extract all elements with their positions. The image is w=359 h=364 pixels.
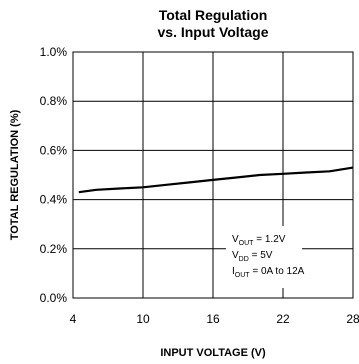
y-tick-label-0: 0.0%: [40, 291, 68, 305]
annotation-rest-1: = 5V: [249, 250, 273, 261]
y-tick-label-1: 0.2%: [40, 242, 68, 256]
y-tick-label-2: 0.4%: [40, 193, 68, 207]
y-tick-label-3: 0.6%: [40, 143, 68, 157]
annotation-rest-2: = 0A to 12A: [250, 266, 305, 277]
y-axis-title: TOTAL REGULATION (%): [9, 109, 21, 240]
x-tick-label-2: 16: [206, 312, 220, 326]
x-tick-label-3: 22: [276, 312, 290, 326]
annotation-sub-2: OUT: [235, 272, 251, 279]
x-axis-title: INPUT VOLTAGE (V): [160, 347, 266, 359]
annotation-main-1: V: [232, 250, 239, 261]
annotation-sub-1: DD: [239, 256, 249, 263]
x-tick-label-0: 4: [70, 312, 77, 326]
x-tick-label-4: 28: [346, 312, 359, 326]
annotation-line-0: VOUT = 1.2V: [232, 234, 286, 247]
chart-title-line-1: vs. Input Voltage: [158, 24, 269, 40]
annotation-rest-0: = 1.2V: [253, 234, 285, 245]
annotation-line-1: VDD = 5V: [232, 250, 273, 263]
annotation-main-0: V: [232, 234, 239, 245]
chart-title-line-0: Total Regulation: [159, 7, 268, 23]
annotation-sub-0: OUT: [239, 240, 255, 247]
plot-frame: [72, 51, 354, 299]
annotation-line-2: IOUT = 0A to 12A: [232, 266, 305, 279]
y-tick-label-4: 0.8%: [40, 94, 68, 108]
annotation-box: [226, 226, 302, 288]
y-tick-label-5: 1.0%: [40, 45, 68, 59]
annotation-main-2: I: [232, 266, 235, 277]
series-line-0: [78, 166, 354, 194]
x-tick-label-1: 10: [136, 312, 150, 326]
